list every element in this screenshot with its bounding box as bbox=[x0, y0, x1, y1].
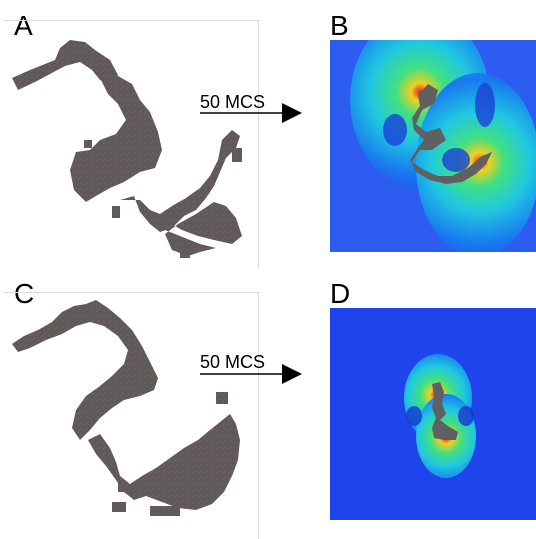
panel-label-d: D bbox=[330, 278, 351, 309]
arrow-bottom-label: 50 MCS bbox=[200, 352, 266, 372]
panel-label-a: A bbox=[14, 10, 33, 41]
panel-a-frame bbox=[4, 20, 259, 269]
arrow-top-label: 50 MCS bbox=[200, 92, 266, 112]
panel-label-b: B bbox=[330, 10, 349, 41]
panel-label-c: C bbox=[14, 278, 35, 309]
panel-c-frame bbox=[4, 292, 259, 539]
